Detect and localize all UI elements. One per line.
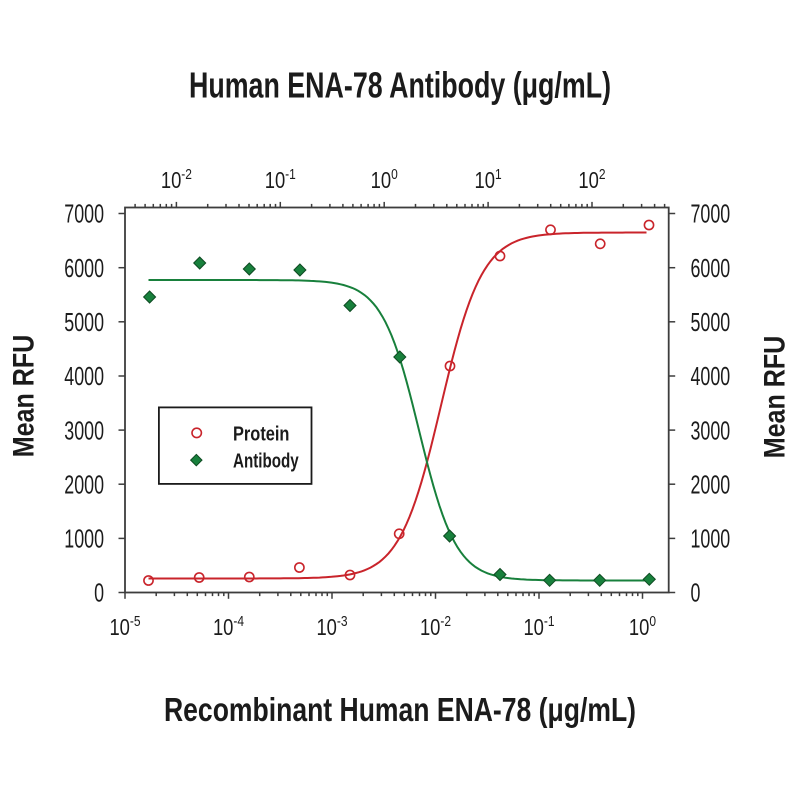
svg-text:102: 102 bbox=[578, 166, 605, 194]
svg-text:Human ENA-78 Antibody (μg/mL): Human ENA-78 Antibody (μg/mL) bbox=[189, 65, 611, 106]
svg-text:10-4: 10-4 bbox=[213, 613, 245, 641]
svg-text:1000: 1000 bbox=[691, 524, 731, 553]
svg-text:2000: 2000 bbox=[691, 470, 731, 499]
svg-text:1000: 1000 bbox=[64, 524, 104, 553]
svg-text:7000: 7000 bbox=[691, 200, 731, 229]
svg-text:7000: 7000 bbox=[64, 200, 104, 229]
svg-text:0: 0 bbox=[691, 579, 701, 608]
svg-text:4000: 4000 bbox=[691, 362, 731, 391]
svg-text:6000: 6000 bbox=[691, 254, 731, 283]
svg-text:Mean RFU: Mean RFU bbox=[757, 336, 791, 459]
svg-text:Recombinant Human ENA-78 (μg/m: Recombinant Human ENA-78 (μg/mL) bbox=[164, 692, 636, 728]
svg-text:2000: 2000 bbox=[64, 470, 104, 499]
svg-text:5000: 5000 bbox=[691, 308, 731, 337]
svg-text:5000: 5000 bbox=[64, 308, 104, 337]
svg-text:4000: 4000 bbox=[64, 362, 104, 391]
svg-text:Antibody: Antibody bbox=[233, 449, 299, 472]
svg-text:Mean RFU: Mean RFU bbox=[6, 335, 40, 458]
svg-text:3000: 3000 bbox=[691, 416, 731, 445]
svg-text:6000: 6000 bbox=[64, 254, 104, 283]
svg-text:0: 0 bbox=[94, 579, 104, 608]
svg-text:Protein: Protein bbox=[233, 422, 289, 445]
svg-text:3000: 3000 bbox=[64, 416, 104, 445]
